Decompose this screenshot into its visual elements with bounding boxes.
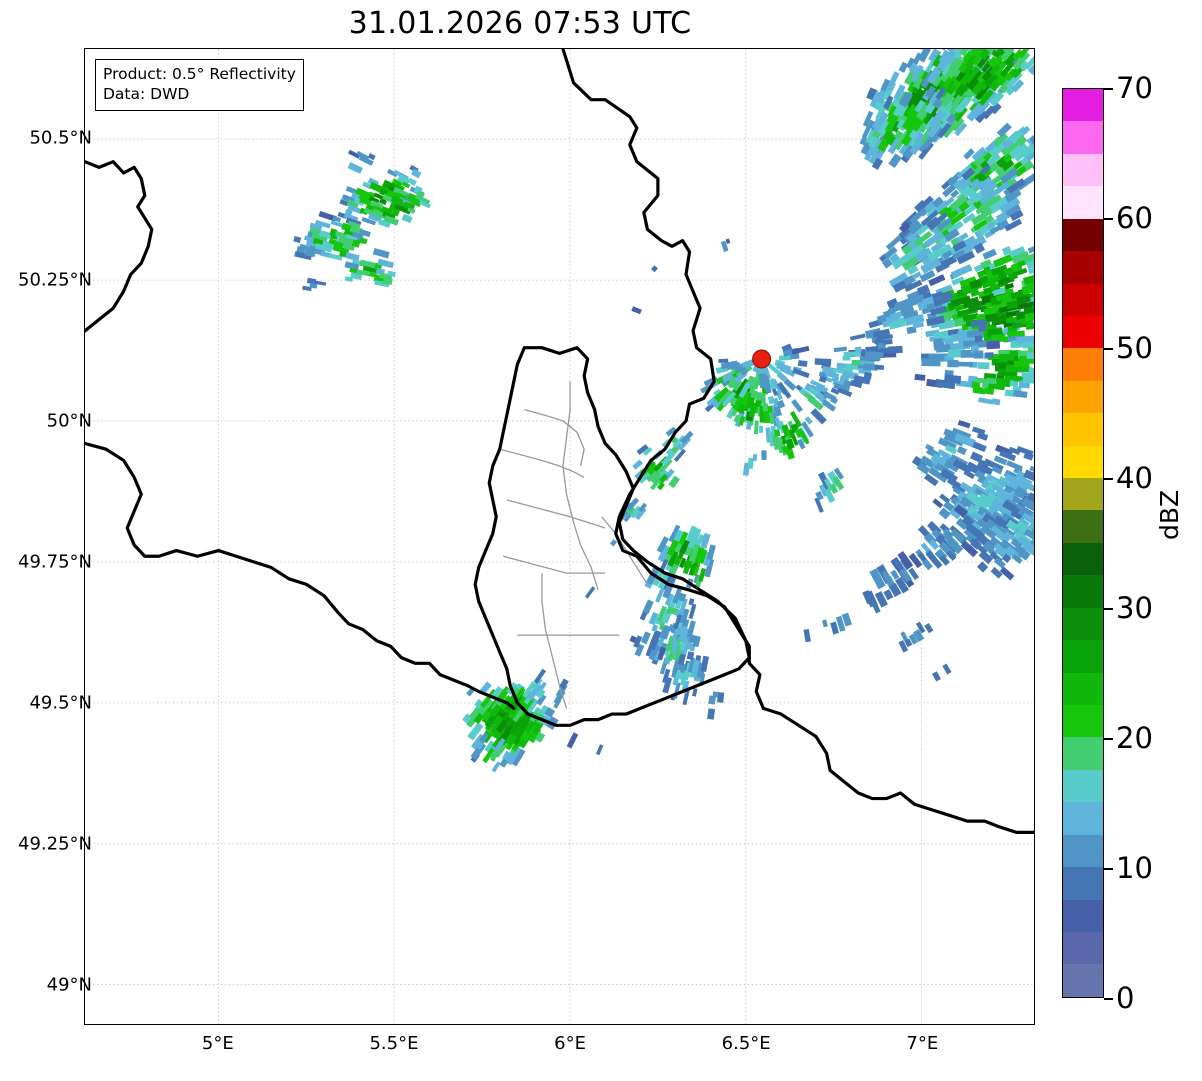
colorbar-tick-label-5: 50 [1116,331,1153,365]
x-tick-label-0: 5°E [201,1033,234,1054]
colorbar-band-8 [1063,348,1103,381]
colorbar-band-14 [1063,542,1103,576]
x-tick-label-3: 6.5°E [721,1033,771,1054]
radar-station-layer [752,349,772,369]
radar-map-canvas [85,49,1034,1024]
colorbar-band-6 [1063,283,1103,316]
colorbar-band-24 [1063,867,1103,900]
colorbar-band-7 [1063,315,1103,349]
radar-echo-layer [293,49,1034,773]
colorbar-band-15 [1063,575,1103,608]
y-tick-label-1: 50.25°N [18,269,92,291]
colorbar-band-4 [1063,218,1103,252]
colorbar-band-13 [1063,510,1103,543]
graticule-gridlines [85,49,1034,1024]
annotation-box: Product: 0.5° Reflectivity Data: DWD [95,59,304,111]
colorbar-tick-mark-0 [1104,998,1113,1000]
colorbar-tick-mark-2 [1104,738,1113,740]
colorbar-tick-label-0: 0 [1116,981,1135,1015]
x-tick-label-4: 7°E [906,1033,939,1054]
colorbar-tick-label-7: 70 [1116,71,1153,105]
colorbar[interactable] [1062,88,1104,998]
x-tick-label-2: 6°E [554,1033,586,1054]
annotation-product-line: Product: 0.5° Reflectivity [103,65,296,83]
y-tick-label-5: 49.25°N [18,833,92,855]
colorbar-band-11 [1063,445,1103,479]
colorbar-band-20 [1063,737,1103,770]
colorbar-band-2 [1063,153,1103,187]
colorbar-tick-label-4: 40 [1116,461,1153,495]
colorbar-band-0 [1063,89,1103,122]
colorbar-band-25 [1063,899,1103,932]
colorbar-band-18 [1063,672,1103,706]
colorbar-band-1 [1063,121,1103,154]
colorbar-tick-mark-1 [1104,868,1113,870]
colorbar-axis-label: dBZ [1155,489,1184,540]
annotation-data-line: Data: DWD [103,85,190,104]
colorbar-tick-label-2: 20 [1116,721,1153,755]
colorbar-band-19 [1063,705,1103,738]
colorbar-band-10 [1063,413,1103,446]
colorbar-tick-label-6: 60 [1116,201,1153,235]
country-border-layer [85,49,1034,834]
radar-map-panel[interactable]: Product: 0.5° Reflectivity Data: DWD [84,48,1035,1025]
colorbar-band-3 [1063,186,1103,219]
y-tick-label-3: 49.75°N [18,551,92,573]
colorbar-band-22 [1063,802,1103,835]
colorbar-tick-mark-6 [1104,218,1113,220]
y-tick-label-0: 50.5°N [29,127,92,149]
colorbar-tick-mark-3 [1104,608,1113,610]
colorbar-tick-label-1: 10 [1116,851,1153,885]
colorbar-band-12 [1063,478,1103,511]
colorbar-tick-mark-4 [1104,478,1113,480]
colorbar-band-17 [1063,640,1103,673]
y-tick-label-4: 49.5°N [29,692,92,714]
colorbar-band-21 [1063,769,1103,803]
subregion-border-layer [499,381,648,709]
colorbar-band-27 [1063,964,1103,997]
colorbar-band-26 [1063,931,1103,965]
colorbar-tick-mark-5 [1104,348,1113,350]
colorbar-band-16 [1063,607,1103,641]
y-tick-label-6: 49°N [46,974,92,996]
x-tick-label-1: 5.5°E [369,1033,419,1054]
colorbar-tick-mark-7 [1104,88,1113,90]
colorbar-tick-label-3: 30 [1116,591,1153,625]
page-title: 31.01.2026 07:53 UTC [348,6,692,41]
colorbar-band-23 [1063,834,1103,868]
y-tick-label-2: 50°N [46,410,92,432]
colorbar-band-9 [1063,380,1103,414]
colorbar-band-5 [1063,251,1103,284]
